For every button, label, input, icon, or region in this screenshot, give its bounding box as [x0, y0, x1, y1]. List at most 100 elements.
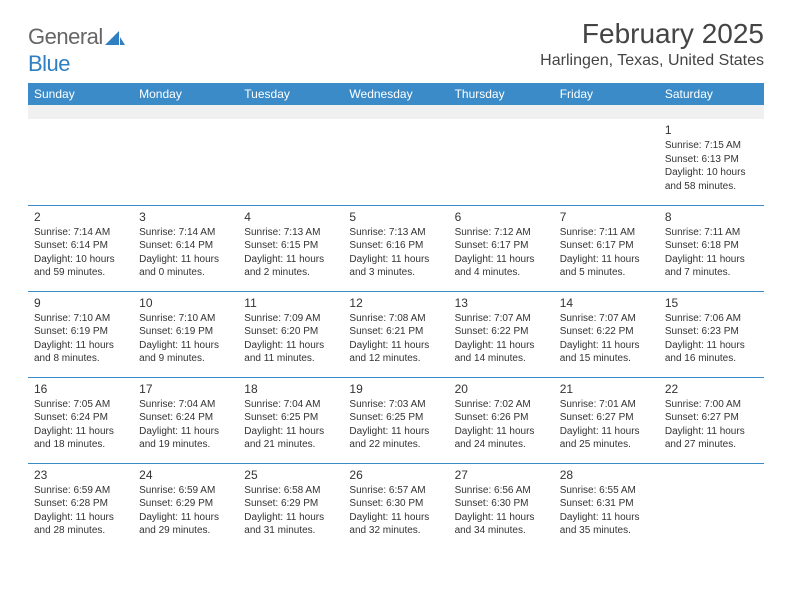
day-number: 1 [665, 122, 758, 138]
sunset-text: Sunset: 6:16 PM [349, 239, 442, 253]
calendar-cell [343, 119, 448, 205]
daylight-text: and 11 minutes. [244, 352, 337, 366]
sunrise-text: Sunrise: 6:56 AM [455, 484, 548, 498]
day-number: 19 [349, 381, 442, 397]
sunset-text: Sunset: 6:22 PM [560, 325, 653, 339]
daylight-text: and 14 minutes. [455, 352, 548, 366]
daylight-text: and 18 minutes. [34, 438, 127, 452]
daylight-text: and 8 minutes. [34, 352, 127, 366]
sunrise-text: Sunrise: 6:55 AM [560, 484, 653, 498]
calendar-cell [449, 119, 554, 205]
sunset-text: Sunset: 6:22 PM [455, 325, 548, 339]
daylight-text: Daylight: 11 hours [665, 425, 758, 439]
day-header: Wednesday [343, 83, 448, 105]
logo-text-blue: Blue [28, 51, 70, 76]
daylight-text: and 31 minutes. [244, 524, 337, 538]
sunrise-text: Sunrise: 7:04 AM [244, 398, 337, 412]
daylight-text: Daylight: 11 hours [139, 425, 232, 439]
sunset-text: Sunset: 6:19 PM [139, 325, 232, 339]
calendar-week: 16Sunrise: 7:05 AMSunset: 6:24 PMDayligh… [28, 377, 764, 463]
sunrise-text: Sunrise: 7:08 AM [349, 312, 442, 326]
sunrise-text: Sunrise: 7:07 AM [455, 312, 548, 326]
sunset-text: Sunset: 6:26 PM [455, 411, 548, 425]
location-text: Harlingen, Texas, United States [540, 52, 764, 70]
daylight-text: and 16 minutes. [665, 352, 758, 366]
calendar-cell [238, 119, 343, 205]
calendar-cell: 7Sunrise: 7:11 AMSunset: 6:17 PMDaylight… [554, 205, 659, 291]
calendar-cell: 18Sunrise: 7:04 AMSunset: 6:25 PMDayligh… [238, 377, 343, 463]
sunset-text: Sunset: 6:14 PM [34, 239, 127, 253]
day-header-row: SundayMondayTuesdayWednesdayThursdayFrid… [28, 83, 764, 105]
calendar-cell: 25Sunrise: 6:58 AMSunset: 6:29 PMDayligh… [238, 463, 343, 549]
daylight-text: Daylight: 11 hours [455, 339, 548, 353]
sunset-text: Sunset: 6:24 PM [139, 411, 232, 425]
day-number: 6 [455, 209, 548, 225]
sunset-text: Sunset: 6:19 PM [34, 325, 127, 339]
calendar-cell: 11Sunrise: 7:09 AMSunset: 6:20 PMDayligh… [238, 291, 343, 377]
calendar-cell: 24Sunrise: 6:59 AMSunset: 6:29 PMDayligh… [133, 463, 238, 549]
daylight-text: and 9 minutes. [139, 352, 232, 366]
sunset-text: Sunset: 6:13 PM [665, 153, 758, 167]
calendar-table: SundayMondayTuesdayWednesdayThursdayFrid… [28, 83, 764, 549]
sunset-text: Sunset: 6:29 PM [244, 497, 337, 511]
sunrise-text: Sunrise: 6:59 AM [34, 484, 127, 498]
sunrise-text: Sunrise: 7:13 AM [244, 226, 337, 240]
sunrise-text: Sunrise: 7:11 AM [665, 226, 758, 240]
sunrise-text: Sunrise: 7:03 AM [349, 398, 442, 412]
day-number: 9 [34, 295, 127, 311]
calendar-cell [554, 119, 659, 205]
sunset-text: Sunset: 6:31 PM [560, 497, 653, 511]
sunrise-text: Sunrise: 6:59 AM [139, 484, 232, 498]
calendar-cell: 19Sunrise: 7:03 AMSunset: 6:25 PMDayligh… [343, 377, 448, 463]
daylight-text: and 15 minutes. [560, 352, 653, 366]
day-number: 27 [455, 467, 548, 483]
daylight-text: and 12 minutes. [349, 352, 442, 366]
day-header: Sunday [28, 83, 133, 105]
daylight-text: and 21 minutes. [244, 438, 337, 452]
daylight-text: and 3 minutes. [349, 266, 442, 280]
calendar-cell: 12Sunrise: 7:08 AMSunset: 6:21 PMDayligh… [343, 291, 448, 377]
day-number: 11 [244, 295, 337, 311]
calendar-cell: 28Sunrise: 6:55 AMSunset: 6:31 PMDayligh… [554, 463, 659, 549]
calendar-week: 23Sunrise: 6:59 AMSunset: 6:28 PMDayligh… [28, 463, 764, 549]
day-number: 13 [455, 295, 548, 311]
sunrise-text: Sunrise: 7:13 AM [349, 226, 442, 240]
day-number: 3 [139, 209, 232, 225]
day-number: 26 [349, 467, 442, 483]
day-number: 10 [139, 295, 232, 311]
sunset-text: Sunset: 6:23 PM [665, 325, 758, 339]
day-number: 4 [244, 209, 337, 225]
day-number: 21 [560, 381, 653, 397]
day-header: Thursday [449, 83, 554, 105]
calendar-cell: 20Sunrise: 7:02 AMSunset: 6:26 PMDayligh… [449, 377, 554, 463]
day-number: 14 [560, 295, 653, 311]
sunset-text: Sunset: 6:28 PM [34, 497, 127, 511]
sunset-text: Sunset: 6:15 PM [244, 239, 337, 253]
calendar-cell: 22Sunrise: 7:00 AMSunset: 6:27 PMDayligh… [659, 377, 764, 463]
daylight-text: and 0 minutes. [139, 266, 232, 280]
calendar-cell: 21Sunrise: 7:01 AMSunset: 6:27 PMDayligh… [554, 377, 659, 463]
sunset-text: Sunset: 6:29 PM [139, 497, 232, 511]
sunrise-text: Sunrise: 7:14 AM [34, 226, 127, 240]
calendar-cell: 26Sunrise: 6:57 AMSunset: 6:30 PMDayligh… [343, 463, 448, 549]
brand-logo: GeneralBlue [28, 24, 125, 77]
daylight-text: Daylight: 11 hours [34, 425, 127, 439]
day-number: 16 [34, 381, 127, 397]
daylight-text: Daylight: 11 hours [349, 425, 442, 439]
daylight-text: Daylight: 11 hours [244, 339, 337, 353]
day-number: 12 [349, 295, 442, 311]
daylight-text: Daylight: 10 hours [34, 253, 127, 267]
calendar-page: GeneralBlue February 2025 Harlingen, Tex… [0, 0, 792, 567]
day-header: Tuesday [238, 83, 343, 105]
sunset-text: Sunset: 6:20 PM [244, 325, 337, 339]
daylight-text: Daylight: 11 hours [34, 511, 127, 525]
sunrise-text: Sunrise: 7:02 AM [455, 398, 548, 412]
title-block: February 2025 Harlingen, Texas, United S… [540, 18, 764, 70]
sunrise-text: Sunrise: 7:14 AM [139, 226, 232, 240]
calendar-cell: 9Sunrise: 7:10 AMSunset: 6:19 PMDaylight… [28, 291, 133, 377]
daylight-text: and 4 minutes. [455, 266, 548, 280]
daylight-text: Daylight: 11 hours [244, 425, 337, 439]
daylight-text: Daylight: 11 hours [560, 425, 653, 439]
sunrise-text: Sunrise: 7:06 AM [665, 312, 758, 326]
daylight-text: Daylight: 11 hours [349, 253, 442, 267]
